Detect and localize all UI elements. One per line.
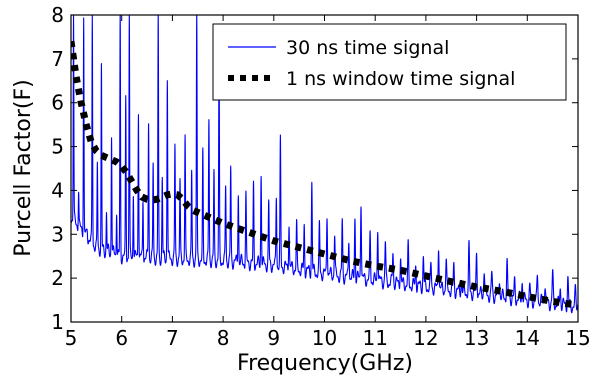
legend-label-series-1: 30 ns time signal bbox=[286, 37, 449, 59]
y-tick-label: 1 bbox=[51, 310, 64, 334]
legend-label-series-2: 1 ns window time signal bbox=[286, 68, 515, 90]
x-tick-label: 11 bbox=[362, 326, 387, 350]
y-tick-label: 6 bbox=[51, 91, 64, 115]
x-axis-title: Frequency(GHz) bbox=[237, 351, 413, 376]
legend-box bbox=[212, 23, 567, 101]
series-1ns-line bbox=[71, 40, 578, 309]
y-tick-label: 8 bbox=[51, 3, 64, 27]
y-tick-label: 4 bbox=[51, 178, 64, 202]
plot-area bbox=[71, 15, 578, 314]
x-tick-label: 7 bbox=[166, 326, 179, 350]
series-30ns-line bbox=[71, 15, 578, 314]
x-tick-label: 15 bbox=[565, 326, 590, 350]
legend: 30 ns time signal 1 ns window time signa… bbox=[212, 23, 567, 101]
y-axis-title: Purcell Factor(F) bbox=[11, 79, 36, 256]
x-tick-label: 8 bbox=[217, 326, 230, 350]
x-tick-label: 14 bbox=[515, 326, 540, 350]
y-tick-label: 7 bbox=[51, 47, 64, 71]
y-tick-label: 3 bbox=[51, 222, 64, 246]
x-tick-label: 13 bbox=[464, 326, 489, 350]
x-tick-label: 6 bbox=[115, 326, 128, 350]
y-tick-label: 2 bbox=[51, 266, 64, 290]
y-tick-label: 5 bbox=[51, 135, 64, 159]
x-tick-label: 5 bbox=[65, 326, 78, 350]
x-tick-label: 9 bbox=[267, 326, 280, 350]
x-tick-label: 10 bbox=[312, 326, 337, 350]
x-tick-label: 12 bbox=[413, 326, 438, 350]
